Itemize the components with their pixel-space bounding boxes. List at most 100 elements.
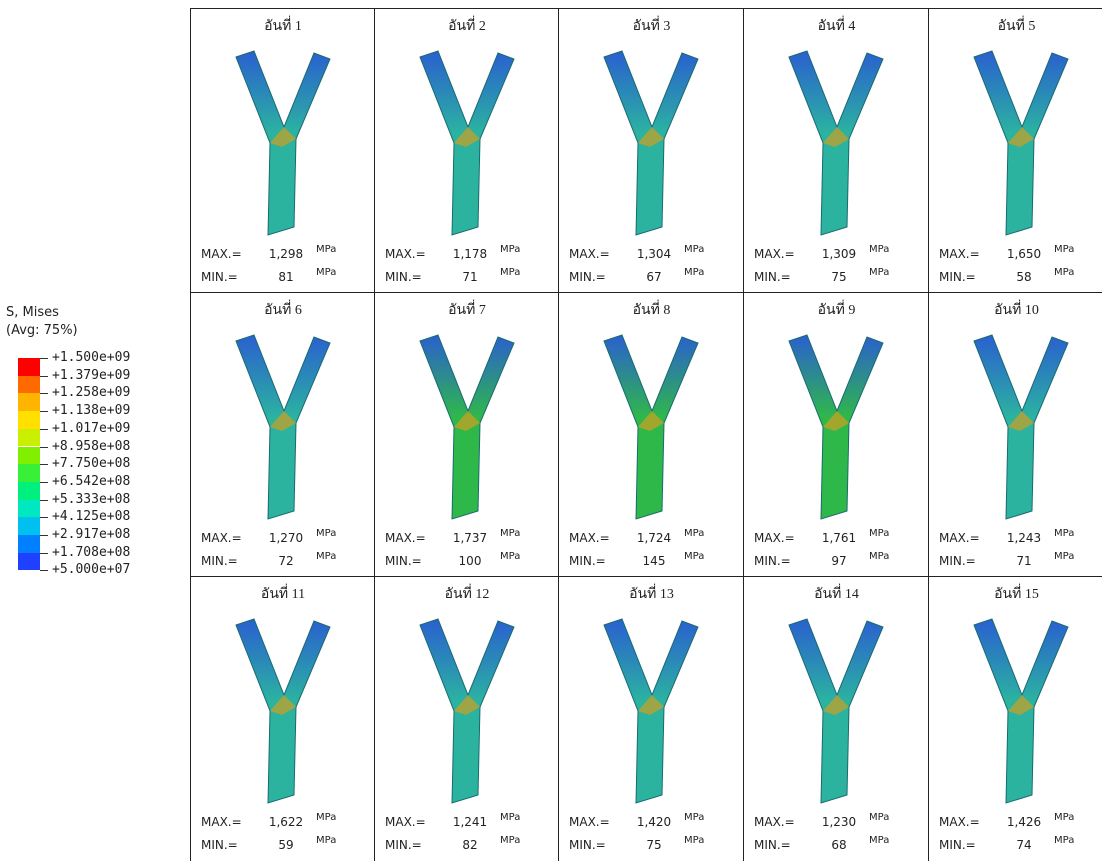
legend-tick xyxy=(40,535,48,536)
unit: MPa xyxy=(869,551,890,562)
unit: MPa xyxy=(1054,551,1075,562)
figure-cell: อันที่ 1 MAX.= 1,298 MPa MIN.= 81 MPa xyxy=(190,8,375,293)
figure-cell: อันที่ 3 MAX.= 1,304 MPa MIN.= 67 MPa xyxy=(558,8,744,293)
unit: MPa xyxy=(684,551,705,562)
value: 75 xyxy=(646,838,662,852)
model-image xyxy=(603,50,699,236)
value: 1,178 xyxy=(452,247,488,261)
cell-label: อันที่ 9 xyxy=(817,303,856,318)
value-label: MAX.= xyxy=(569,531,610,545)
value-label: MAX.= xyxy=(939,531,980,545)
unit: MPa xyxy=(684,835,705,846)
value: 59 xyxy=(278,838,294,852)
legend-swatch xyxy=(18,393,40,412)
cell-label: อันที่ 3 xyxy=(632,19,671,34)
value: 1,241 xyxy=(452,815,488,829)
value-label: MIN.= xyxy=(754,554,791,568)
legend-level: +6.542e+08 xyxy=(52,473,131,489)
legend-swatch xyxy=(18,517,40,535)
unit: MPa xyxy=(500,551,521,562)
unit: MPa xyxy=(684,528,705,539)
value: 1,230 xyxy=(821,815,857,829)
legend-level: +2.917e+08 xyxy=(52,527,131,542)
model-image xyxy=(788,50,884,236)
legend-level: +1.258e+09 xyxy=(52,385,131,401)
legend-swatch xyxy=(18,375,40,394)
cell-label: อันที่ 1 xyxy=(264,19,302,34)
legend-level: +7.750e+08 xyxy=(52,456,131,472)
legend-subtitle: (Avg: 75%) xyxy=(6,323,78,338)
legend-tick xyxy=(40,428,48,430)
unit: MPa xyxy=(316,267,337,278)
value-label: MIN.= xyxy=(569,838,606,852)
value-label: MAX.= xyxy=(939,815,980,829)
unit: MPa xyxy=(316,244,337,255)
figure-cell: อันที่ 4 MAX.= 1,309 MPa MIN.= 75 MPa xyxy=(743,8,929,293)
cell-label: อันที่ 14 xyxy=(814,587,859,602)
model-image xyxy=(419,618,515,804)
legend-tick xyxy=(40,552,48,554)
legend-swatch xyxy=(18,464,40,482)
value-label: MIN.= xyxy=(201,270,238,284)
value: 74 xyxy=(1016,838,1032,852)
value: 1,420 xyxy=(636,815,672,829)
value: 67 xyxy=(646,270,662,284)
value-label: MIN.= xyxy=(201,554,238,568)
legend-tick xyxy=(40,499,48,501)
value: 1,243 xyxy=(1006,531,1042,545)
legend-swatch xyxy=(18,552,40,571)
unit: MPa xyxy=(500,267,521,278)
legend-tick xyxy=(40,464,48,466)
legend-tick xyxy=(40,517,48,519)
unit: MPa xyxy=(869,244,890,255)
value: 100 xyxy=(458,554,482,568)
cell-label: อันที่ 15 xyxy=(994,587,1039,602)
value: 1,622 xyxy=(268,815,304,829)
legend-tick xyxy=(40,393,48,395)
unit: MPa xyxy=(500,835,521,846)
cell-label: อันที่ 7 xyxy=(448,303,486,318)
figure-cell: อันที่ 13 MAX.= 1,420 MPa MIN.= 75 MPa xyxy=(558,576,744,861)
value-label: MAX.= xyxy=(754,531,795,545)
legend-tick xyxy=(40,358,48,359)
figure-cell: อันที่ 2 MAX.= 1,178 MPa MIN.= 71 MPa xyxy=(374,8,559,293)
value-label: MIN.= xyxy=(754,270,791,284)
model-image xyxy=(419,334,515,520)
cell-label: อันที่ 4 xyxy=(817,19,856,34)
legend-level: +8.958e+08 xyxy=(52,438,131,454)
value-label: MAX.= xyxy=(569,815,610,829)
value-label: MAX.= xyxy=(754,247,795,261)
value: 1,650 xyxy=(1006,247,1042,261)
value: 97 xyxy=(831,554,847,568)
legend-title: S, Mises xyxy=(6,305,59,320)
value-label: MIN.= xyxy=(939,270,976,284)
unit: MPa xyxy=(500,528,521,539)
unit: MPa xyxy=(684,812,705,823)
legend-tick xyxy=(40,570,48,572)
value-label: MAX.= xyxy=(385,815,426,829)
model-image xyxy=(603,334,699,520)
value: 82 xyxy=(462,838,478,852)
cell-label: อันที่ 5 xyxy=(997,19,1036,34)
unit: MPa xyxy=(316,835,337,846)
value-label: MAX.= xyxy=(385,247,426,261)
legend-level: +5.333e+08 xyxy=(52,491,131,507)
figure-cell: อันที่ 8 MAX.= 1,724 MPa MIN.= 145 MPa xyxy=(558,292,744,577)
value-label: MIN.= xyxy=(385,270,422,284)
value: 1,309 xyxy=(821,247,857,261)
unit: MPa xyxy=(1054,267,1075,278)
value-label: MAX.= xyxy=(569,247,610,261)
cell-label: อันที่ 2 xyxy=(448,19,486,34)
value: 68 xyxy=(831,838,847,852)
value: 58 xyxy=(1016,270,1032,284)
unit: MPa xyxy=(500,244,521,255)
value: 71 xyxy=(1016,554,1032,568)
legend-tick xyxy=(40,446,48,448)
legend-swatch xyxy=(18,481,40,500)
value-label: MIN.= xyxy=(939,554,976,568)
unit: MPa xyxy=(316,812,337,823)
value-label: MIN.= xyxy=(385,838,422,852)
value: 1,270 xyxy=(268,531,304,545)
value: 72 xyxy=(278,554,294,568)
figure-cell: อันที่ 10 MAX.= 1,243 MPa MIN.= 71 MPa xyxy=(928,292,1102,577)
